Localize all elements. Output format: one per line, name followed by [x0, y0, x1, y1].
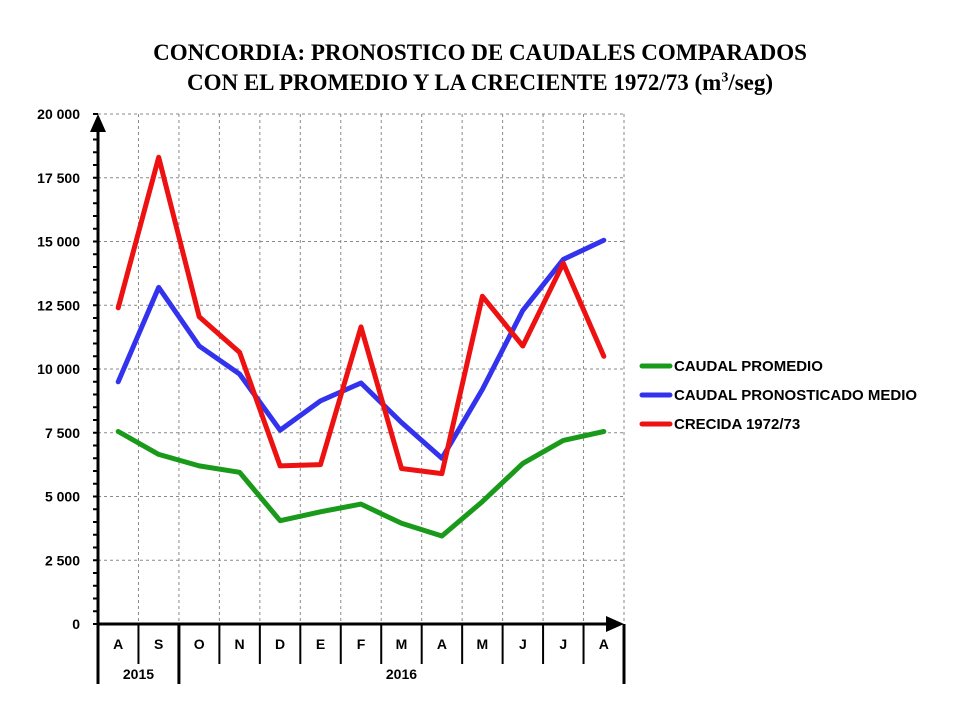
legend-label: CRECIDA 1972/73: [674, 416, 800, 433]
series-lines: [115, 154, 607, 539]
x-axis-arrow: [606, 616, 624, 632]
x-year-label: 2016: [386, 666, 417, 682]
x-tick-label: J: [519, 636, 527, 652]
series-line: [115, 154, 607, 477]
x-year-label: 2015: [123, 666, 154, 682]
y-tick-label: 12 500: [37, 297, 80, 313]
x-tick-label: A: [113, 636, 123, 652]
chart-title-line-2-suffix: /seg): [728, 70, 774, 95]
grid-lines: [98, 113, 625, 624]
x-tick-label: A: [599, 636, 609, 652]
x-tick-label: F: [357, 636, 366, 652]
chart-title-superscript: 3: [721, 70, 729, 86]
legend: CAUDAL PROMEDIO CAUDAL PRONOSTICADO MEDIO…: [639, 358, 917, 433]
x-tick-label: S: [154, 636, 163, 652]
x-tick-label: D: [275, 636, 285, 652]
x-tick-label: M: [396, 636, 408, 652]
x-tick-label: A: [437, 636, 447, 652]
x-tick-label: E: [316, 636, 325, 652]
legend-label: CAUDAL PROMEDIO: [674, 358, 823, 375]
y-tick-label: 17 500: [37, 170, 80, 186]
y-axis-ticks: 0 2 500 5 000 7 500 10 000 12 500 15 000 17 500…: [37, 106, 80, 632]
chart-title-line-2: CON EL PROMEDIO Y LA CRECIENTE 1972/73 (…: [0, 68, 960, 98]
y-tick-label: 10 000: [37, 361, 80, 377]
x-tick-label: O: [194, 636, 205, 652]
y-tick-label: 5 000: [45, 489, 80, 505]
series-line: [115, 237, 607, 461]
chart-title: CONCORDIA: PRONOSTICO DE CAUDALES COMPAR…: [0, 38, 960, 98]
chart-title-line-2-text: CON EL PROMEDIO Y LA CRECIENTE 1972/73 (…: [186, 70, 722, 95]
y-tick-label: 15 000: [37, 234, 80, 250]
y-tick-label: 2 500: [45, 552, 80, 568]
y-tick-label: 7 500: [45, 425, 80, 441]
y-tick-label: 20 000: [37, 106, 80, 122]
x-tick-label: J: [559, 636, 567, 652]
x-tick-label: M: [477, 636, 489, 652]
chart-title-line-1: CONCORDIA: PRONOSTICO DE CAUDALES COMPAR…: [153, 40, 807, 65]
x-tick-label: N: [235, 636, 245, 652]
y-tick-label: 0: [72, 616, 80, 632]
axes: [90, 113, 626, 684]
y-axis-arrow: [90, 114, 106, 132]
series-line: [115, 429, 607, 539]
legend-label: CAUDAL PRONOSTICADO MEDIO: [674, 387, 917, 404]
